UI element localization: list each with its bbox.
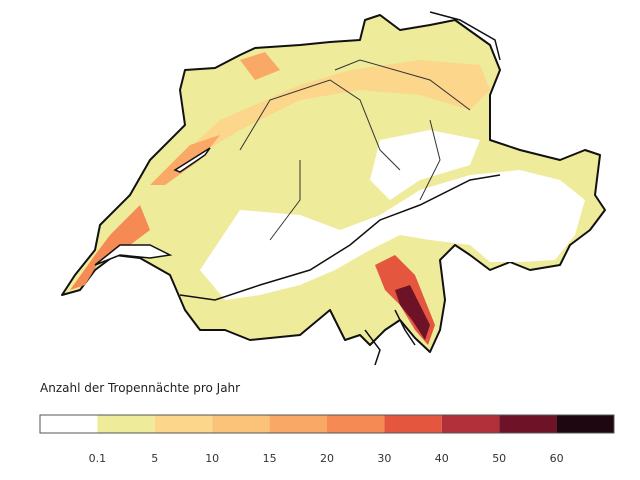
switzerland-map [61, 11, 606, 366]
legend-tick-label: 40 [435, 452, 449, 465]
legend-tick-label: 0.1 [89, 452, 107, 465]
legend-swatch [40, 415, 98, 433]
lake-geneva [94, 244, 173, 266]
legend-tick-label: 30 [377, 452, 391, 465]
legend-frame [39, 414, 615, 434]
legend-swatch [212, 415, 270, 433]
legend-title: Anzahl der Tropennächte pro Jahr [40, 381, 240, 395]
canton-lines [239, 59, 471, 241]
valais-line [179, 174, 501, 301]
legend-tick-label: 50 [492, 452, 506, 465]
ticino-hottest [395, 285, 430, 340]
alpine-low [370, 130, 480, 200]
legend-tick-label: 60 [550, 452, 564, 465]
legend-swatch [269, 415, 327, 433]
legend-swatch [384, 415, 442, 433]
legend: 0.1 5 10 15 20 30 40 50 60 [39, 414, 615, 465]
alpine-no-nights [200, 170, 585, 300]
basel-warm [240, 52, 280, 80]
midland-warm [160, 60, 490, 175]
legend-tick-label: 10 [205, 452, 219, 465]
legend-tick-label: 5 [151, 452, 158, 465]
lake-maggiore [364, 309, 416, 366]
jura-south-warm [150, 135, 220, 185]
legend-swatch [97, 415, 155, 433]
legend-tick-label: 15 [263, 452, 277, 465]
legend-swatch [154, 415, 213, 433]
lake-neuchatel [173, 147, 211, 173]
legend-swatch [441, 415, 500, 433]
legend-tick-label: 20 [320, 452, 334, 465]
legend-swatch [556, 415, 614, 433]
lake-constance [429, 11, 501, 61]
legend-swatch [499, 415, 557, 433]
legend-swatch [327, 415, 385, 433]
geneva-hot [70, 205, 150, 290]
